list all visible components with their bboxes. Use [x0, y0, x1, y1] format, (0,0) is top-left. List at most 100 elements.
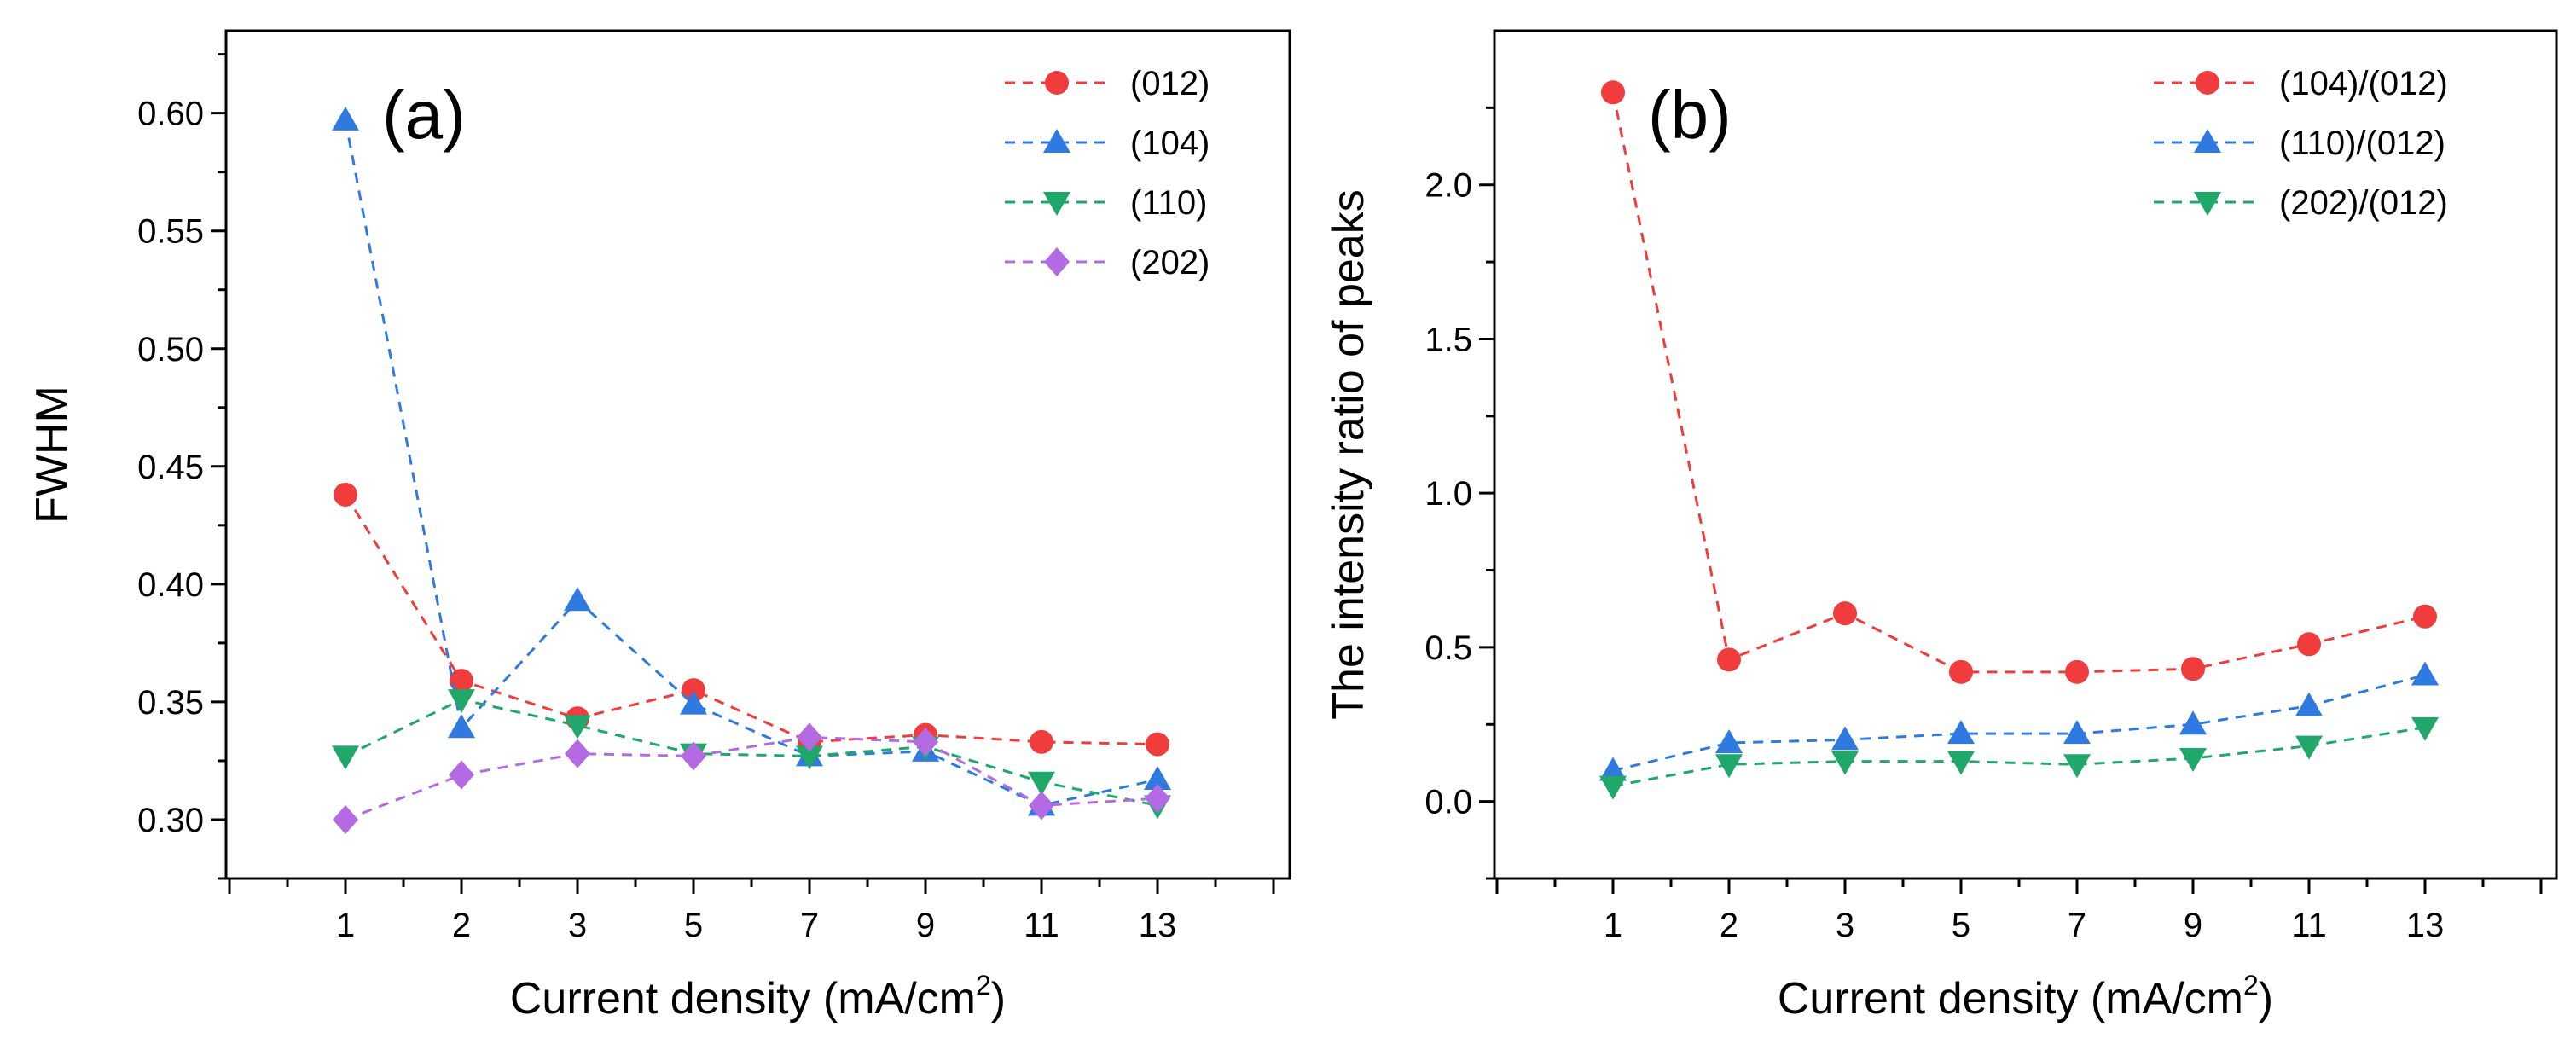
data-point: [1601, 80, 1625, 105]
legend-label: (110)/(012): [2279, 125, 2445, 162]
legend-label: (202): [1130, 244, 1210, 281]
panel-a: 1 2 3 5 7 9 11 13 0.30 0.35 0.40 0.45 0.50 0.55 0.60 Cu…: [27, 29, 1291, 1024]
series-1: [332, 106, 1171, 816]
y-tick-label: 0.60: [137, 96, 204, 133]
legend-entry: (104)/(012): [2154, 65, 2448, 102]
series-1: [1599, 661, 2439, 781]
y-tick-label: 1.0: [1424, 475, 1472, 513]
data-point: [796, 745, 823, 770]
y-tick-label: 0.0: [1424, 784, 1472, 821]
data-point: [1028, 771, 1055, 796]
data-point: [2411, 716, 2439, 741]
panel-label: (b): [1648, 77, 1732, 153]
x-tick-label: 3: [568, 907, 587, 944]
y-tick-label: 2.0: [1424, 167, 1472, 205]
data-point: [1831, 726, 1859, 751]
y-tick-label: 0.50: [137, 331, 204, 368]
data-point: [1146, 732, 1169, 757]
series-line: [345, 735, 1158, 821]
data-point: [1029, 791, 1054, 821]
x-axis-title-main: Current density (mA/cm: [1778, 974, 2243, 1024]
x-tick-label: 1: [336, 907, 355, 944]
data-point: [2063, 754, 2091, 779]
y-axis-title: The intensity ratio of peaks: [1324, 189, 1373, 719]
data-point: [1599, 757, 1627, 781]
plot-frame: [224, 29, 1291, 880]
data-point: [449, 760, 474, 790]
y-tick-label: 0.40: [137, 566, 204, 604]
series-line: [344, 494, 1158, 746]
data-point: [1947, 720, 1975, 745]
legend: (012) (104) (110) (202): [1005, 65, 1210, 281]
x-tick-label: 5: [684, 907, 703, 944]
legend-marker: [2194, 192, 2221, 216]
panel-b: 1 2 3 5 7 9 11 13 0.0 0.5 1.0 1.5 2.0 Current density…: [1324, 29, 2558, 1024]
data-point: [1833, 601, 1857, 626]
data-point: [1030, 729, 1053, 754]
x-tick-label: 11: [1024, 907, 1059, 944]
legend-label: (104): [1130, 125, 1210, 162]
series-0: [334, 482, 1169, 757]
legend-marker: [2196, 71, 2219, 95]
legend-label: (012): [1130, 65, 1210, 102]
legend-marker: [1044, 247, 1070, 276]
series-0: [1601, 80, 2437, 684]
legend-entry: (202): [1005, 244, 1210, 281]
y-tick-label: 0.5: [1424, 629, 1472, 667]
x-tick-label: 2: [1720, 907, 1738, 944]
legend-marker: [2194, 129, 2221, 153]
legend-entry: (012): [1005, 65, 1210, 102]
data-point: [332, 745, 359, 770]
x-tick-label: 5: [1952, 907, 1970, 944]
legend-entry: (110)/(012): [2154, 125, 2445, 162]
x-axis-title-superscript: 2: [976, 970, 991, 1000]
data-point: [1599, 775, 1627, 800]
data-point: [1717, 647, 1741, 672]
data-point: [2411, 661, 2439, 686]
data-point: [1947, 751, 1975, 775]
data-point: [2413, 604, 2437, 629]
data-point: [681, 741, 706, 771]
legend-label: (202)/(012): [2279, 184, 2448, 222]
series-line: [1611, 91, 2426, 674]
x-tick-label: 9: [916, 907, 935, 944]
data-point: [332, 106, 359, 130]
legend-entry: (202)/(012): [2154, 184, 2448, 222]
data-point: [797, 722, 822, 752]
legend-marker: [1043, 129, 1070, 153]
data-point: [448, 689, 475, 714]
x-tick-label: 3: [1836, 907, 1854, 944]
data-point: [2063, 720, 2091, 745]
data-point: [680, 690, 707, 715]
x-tick-label: 11: [2291, 907, 2327, 944]
data-point: [1715, 754, 1743, 779]
y-tick-label: 0.30: [137, 802, 204, 839]
data-point: [2295, 735, 2323, 760]
panel-label: (a): [382, 77, 466, 153]
y-tick-label: 0.35: [137, 684, 204, 722]
data-point: [2295, 692, 2323, 716]
data-point: [2181, 657, 2205, 682]
series-line: [1612, 673, 2426, 772]
x-axis-title-end: ): [2259, 974, 2273, 1024]
data-point: [564, 715, 591, 740]
data-point: [913, 727, 938, 757]
data-point: [333, 804, 358, 834]
x-axis-title-end: ): [991, 974, 1006, 1024]
x-tick-label: 7: [800, 907, 819, 944]
series-3: [333, 722, 1170, 834]
data-point: [682, 678, 705, 703]
y-axis-title: FWHM: [27, 386, 77, 524]
data-point: [450, 669, 473, 693]
legend-label: (104)/(012): [2279, 65, 2448, 102]
x-axis-title-main: Current density (mA/cm: [510, 974, 976, 1024]
legend-entry: (104): [1005, 125, 1210, 162]
plot-frame: [1493, 29, 2558, 880]
legend-marker: [1045, 71, 1069, 95]
x-tick-label: 9: [2184, 907, 2202, 944]
data-point: [1831, 751, 1859, 775]
x-tick-label: 13: [1139, 907, 1177, 944]
x-tick-label: 7: [2068, 907, 2086, 944]
legend-marker: [1043, 192, 1070, 216]
data-point: [1144, 766, 1171, 791]
